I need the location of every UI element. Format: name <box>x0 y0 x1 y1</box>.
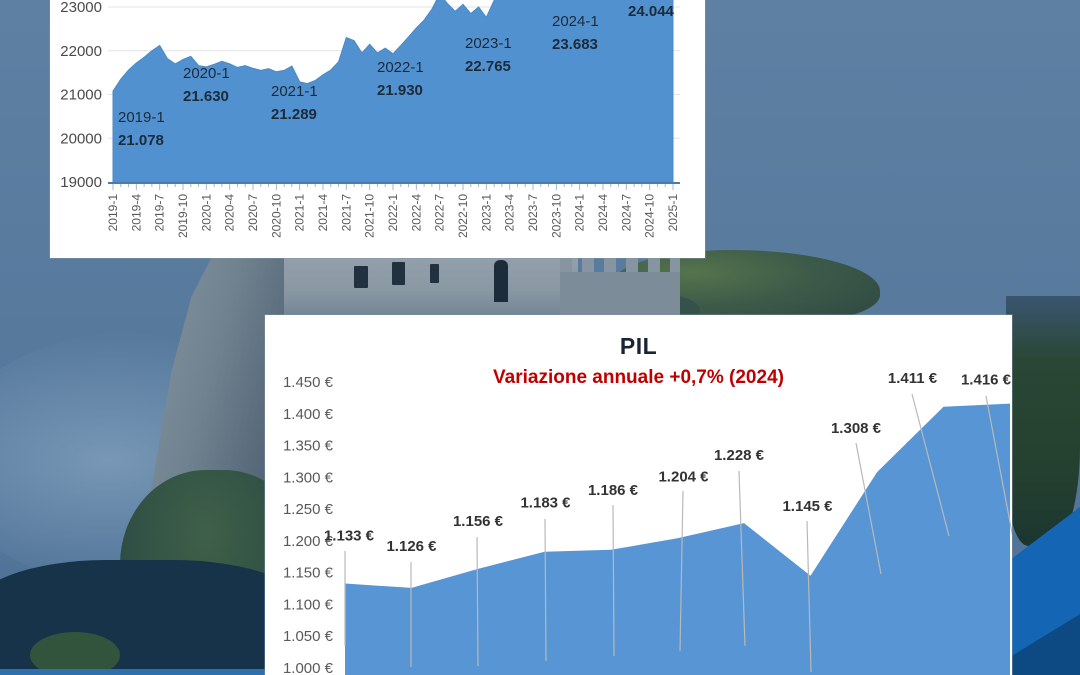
annotation-value: 22.765 <box>465 58 511 75</box>
label-leader-line <box>679 490 684 652</box>
pil-area-chart: 1.450 € 1.400 € 1.350 € 1.300 € 1.250 € 1.200… <box>283 370 1012 675</box>
annotation-value: 24.044 <box>628 3 675 20</box>
data-point-label: 1.308 € <box>831 420 882 437</box>
y-axis-tick: 1.000 € <box>283 660 334 675</box>
x-axis-tick: 2022-7 <box>433 194 447 232</box>
pil-chart-panel: PIL Variazione annuale +0,7% (2024) 1.45… <box>265 315 1012 675</box>
x-axis-tick: 2024-1 <box>573 194 587 232</box>
y-axis-tick: 20000 <box>60 130 102 147</box>
y-axis-tick: 1.100 € <box>283 596 334 613</box>
x-axis-tick: 2022-10 <box>456 194 470 238</box>
y-axis-tick: 23000 <box>60 0 102 16</box>
trees-backdrop <box>30 632 120 675</box>
annotation-period: 2021-1 <box>271 83 318 100</box>
label-leader-line <box>911 393 950 537</box>
annotation-period: 2024-1 <box>552 13 599 30</box>
annotation-period: 2022-1 <box>377 59 424 76</box>
y-axis-tick: 1.450 € <box>283 374 334 391</box>
y-axis-tick: 1.200 € <box>283 533 334 550</box>
x-axis-tick: 2020-4 <box>223 194 237 232</box>
annotation-period: 2020-1 <box>183 65 230 82</box>
x-axis-tick: 2024-4 <box>596 194 610 232</box>
x-axis-tick: 2021-10 <box>363 194 377 238</box>
label-leader-line <box>738 470 746 647</box>
x-axis-tick: 2022-4 <box>409 194 423 232</box>
x-axis-tick: 2019-4 <box>129 194 143 232</box>
annotation-value: 21.289 <box>271 106 317 123</box>
y-axis-tick: 1.300 € <box>283 469 334 486</box>
data-point-label: 1.204 € <box>658 468 709 485</box>
x-axis-tick: 2020-1 <box>199 194 213 232</box>
data-point-label: 1.133 € <box>324 527 375 544</box>
data-point-label: 1.228 € <box>714 447 765 464</box>
annotation-value: 23.683 <box>552 36 598 53</box>
x-axis-tick: 2023-4 <box>503 194 517 232</box>
label-leader-line <box>985 395 1012 536</box>
fortress-window <box>392 262 405 285</box>
label-leader-line <box>806 520 812 673</box>
label-leader-line <box>855 442 882 575</box>
data-point-label: 1.416 € <box>961 372 1012 389</box>
x-axis-tick: 2023-1 <box>479 194 493 232</box>
annotation-value: 21.930 <box>377 82 423 99</box>
x-axis-tick: 2024-7 <box>619 194 633 232</box>
label-leader-line <box>476 536 479 667</box>
label-leader-line <box>612 504 615 657</box>
x-axis-tick: 2021-1 <box>293 194 307 232</box>
data-point-label: 1.411 € <box>888 370 938 387</box>
x-axis-tick: 2023-7 <box>526 194 540 232</box>
x-axis-tick: 2019-10 <box>176 194 190 238</box>
bottom-edge-strip <box>0 669 300 675</box>
y-axis-tick: 1.350 € <box>283 438 334 455</box>
area-series <box>112 0 674 183</box>
trees-backdrop <box>1006 296 1080 546</box>
y-axis-tick: 22000 <box>60 43 102 60</box>
x-axis-tick: 2021-4 <box>316 194 330 232</box>
fortress-wall-backdrop <box>248 254 578 320</box>
fortress-battlement <box>560 258 680 320</box>
annotation-value: 21.078 <box>118 132 164 149</box>
x-axis-tick: 2020-10 <box>269 194 283 238</box>
x-axis-tick: 2019-1 <box>106 194 120 232</box>
employment-chart-panel: 23000 22000 21000 20000 19000 2019-1 2019-4 201… <box>50 0 705 258</box>
y-axis-tick: 1.150 € <box>283 565 334 582</box>
x-axis-tick: 2025-1 <box>666 194 680 232</box>
x-axis-tick: 2024-10 <box>643 194 657 238</box>
annotation-value: 21.630 <box>183 88 229 105</box>
area-series <box>345 403 1010 675</box>
monthly-area-chart: 23000 22000 21000 20000 19000 2019-1 2019-4 201… <box>60 0 680 238</box>
chart-subtitle: Variazione annuale +0,7% (2024) <box>493 367 784 388</box>
data-point-label: 1.126 € <box>386 538 437 555</box>
data-point-label: 1.145 € <box>782 498 833 515</box>
x-axis-tick: 2019-7 <box>153 194 167 232</box>
y-axis-tick: 1.250 € <box>283 501 334 518</box>
data-point-label: 1.186 € <box>588 482 639 499</box>
y-axis-tick: 1.400 € <box>283 406 334 423</box>
y-axis-tick: 19000 <box>60 174 102 191</box>
x-axis-tick: 2022-1 <box>386 194 400 232</box>
x-axis-tick: 2023-10 <box>549 194 563 238</box>
x-axis-tick: 2020-7 <box>246 194 260 232</box>
chart-title: PIL <box>619 333 658 359</box>
data-point-label: 1.183 € <box>520 495 571 512</box>
fortress-door <box>494 260 508 302</box>
fortress-window <box>430 264 439 283</box>
annotation-period: 2023-1 <box>465 35 512 52</box>
annotation-period: 2019-1 <box>118 109 165 126</box>
label-leader-line <box>544 518 547 662</box>
x-axis-tick: 2021-7 <box>339 194 353 232</box>
y-axis-tick: 1.050 € <box>283 628 334 645</box>
data-point-label: 1.156 € <box>453 513 504 530</box>
y-axis-tick: 21000 <box>60 87 102 104</box>
fortress-window <box>354 266 368 288</box>
